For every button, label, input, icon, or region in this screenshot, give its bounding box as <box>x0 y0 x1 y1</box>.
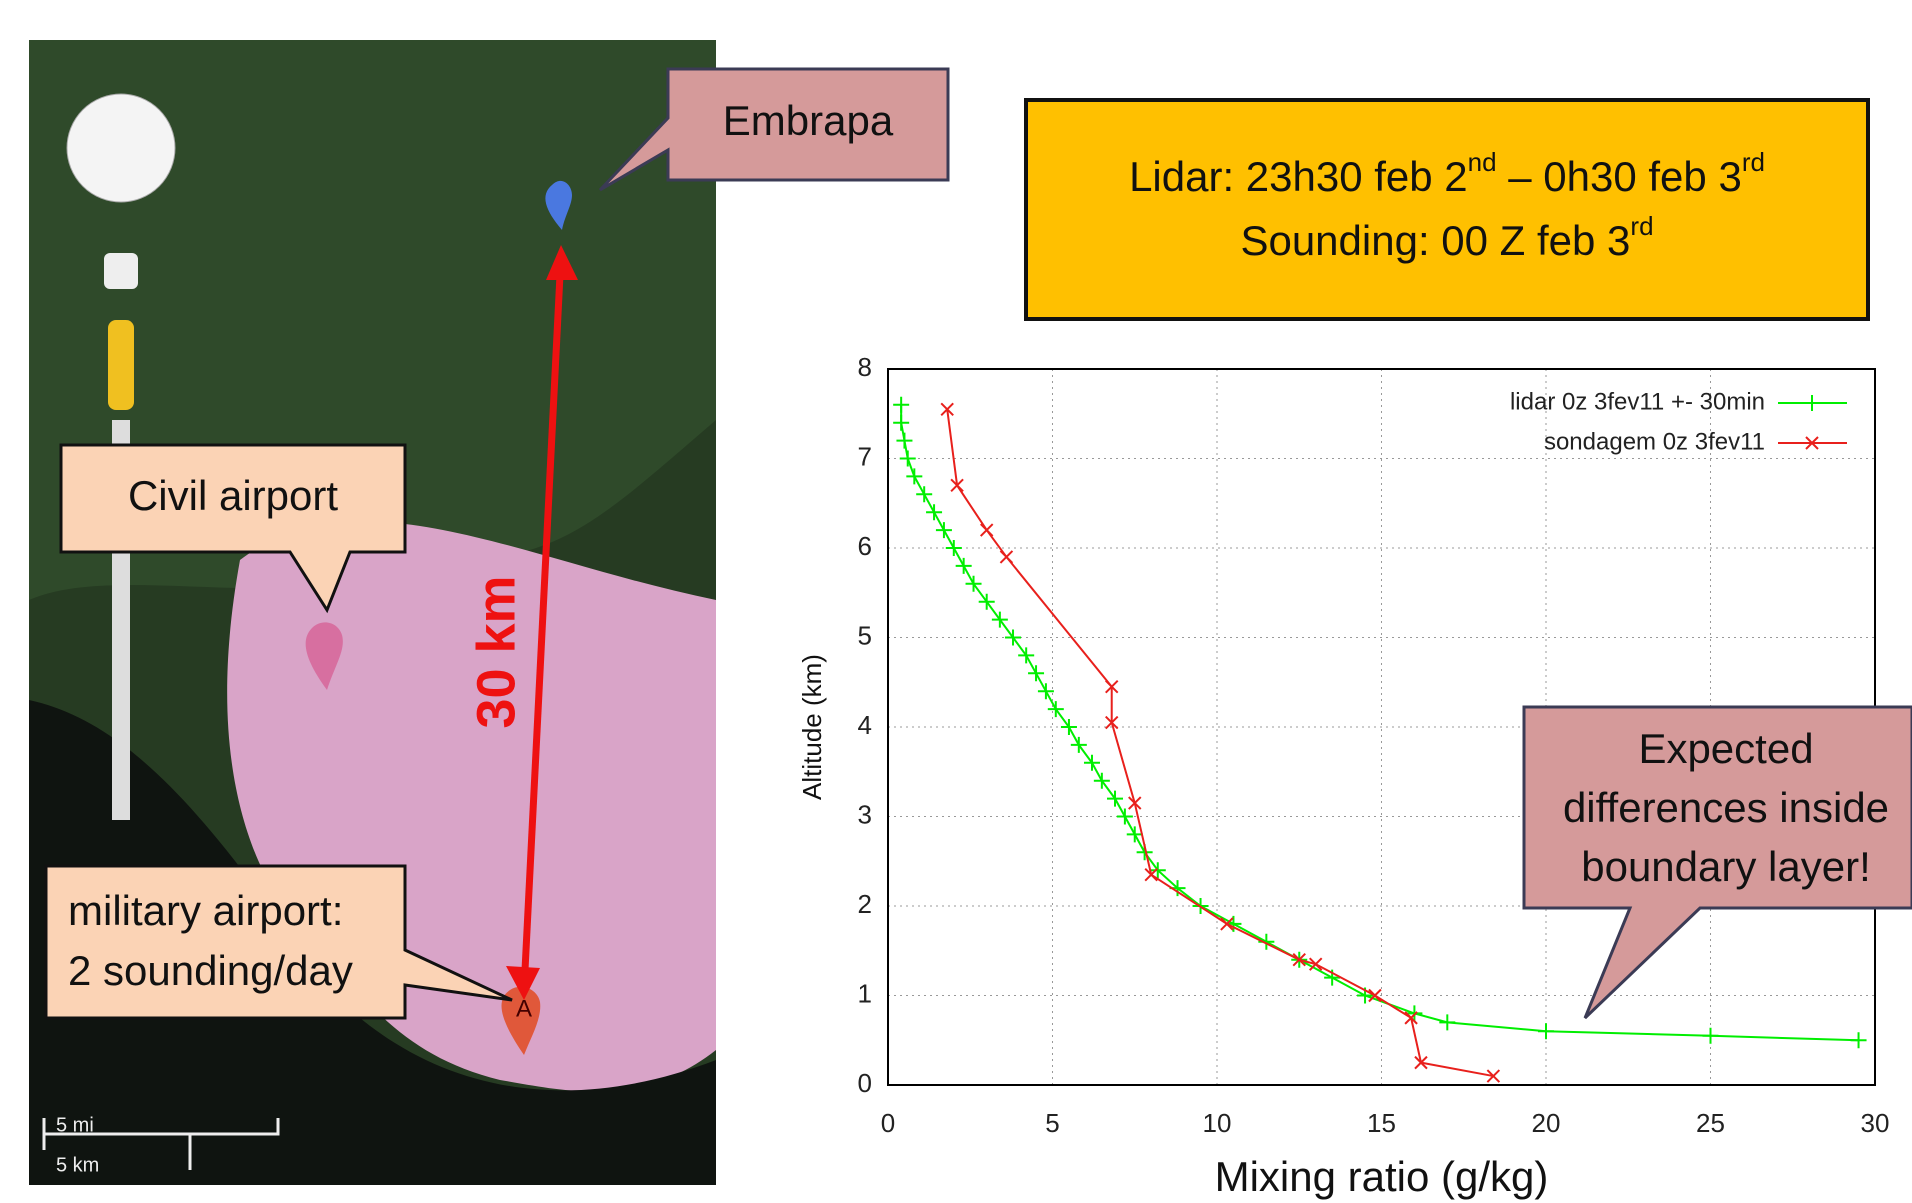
info-text: – 0h30 feb 3 <box>1497 153 1742 200</box>
distance-label: 30 km <box>466 575 526 728</box>
civil-label: Civil airport <box>128 472 338 519</box>
x-tick-label: 15 <box>1367 1108 1396 1138</box>
x-tick-label: 10 <box>1203 1108 1232 1138</box>
expected-label: differences inside <box>1563 784 1889 831</box>
superscript: nd <box>1468 147 1497 177</box>
y-tick-label: 8 <box>858 352 872 382</box>
x-tick-label: 30 <box>1861 1108 1890 1138</box>
legend-label: sondagem 0z 3fev11 <box>1544 428 1765 455</box>
x-axis-label: Mixing ratio (g/kg) <box>1215 1153 1549 1200</box>
x-tick-label: 25 <box>1696 1108 1725 1138</box>
info-line: Lidar: 23h30 feb 2nd – 0h30 feb 3rd <box>1129 147 1765 200</box>
scale-mi: 5 mi <box>56 1114 94 1136</box>
expected-label: Expected <box>1638 725 1813 772</box>
y-tick-label: 5 <box>858 620 872 650</box>
slide: A 30 km 5 mi 5 km Embrapa Civil airport … <box>0 0 1912 1203</box>
y-tick-label: 3 <box>858 799 872 829</box>
info-line: Sounding: 00 Z feb 3rd <box>1240 211 1653 264</box>
y-tick-label: 2 <box>858 889 872 919</box>
info-box <box>1026 100 1868 319</box>
y-tick-label: 6 <box>858 531 872 561</box>
info-text: Sounding: 00 Z feb 3 <box>1240 217 1630 264</box>
superscript: rd <box>1742 147 1765 177</box>
zoom-button[interactable] <box>104 253 138 289</box>
scale-km: 5 km <box>56 1154 99 1176</box>
x-tick-label: 5 <box>1045 1108 1059 1138</box>
embrapa-label: Embrapa <box>723 97 894 144</box>
military-label: 2 sounding/day <box>68 947 353 994</box>
y-tick-label: 0 <box>858 1068 872 1098</box>
pan-control[interactable] <box>67 94 175 202</box>
x-tick-label: 0 <box>881 1108 895 1138</box>
pegman[interactable] <box>108 320 134 410</box>
superscript: rd <box>1630 211 1653 241</box>
y-axis-label: Altitude (km) <box>797 654 827 800</box>
y-tick-label: 1 <box>858 978 872 1008</box>
x-tick-label: 20 <box>1532 1108 1561 1138</box>
expected-label: boundary layer! <box>1581 843 1871 890</box>
y-tick-label: 7 <box>858 441 872 471</box>
military-label: military airport: <box>68 887 343 934</box>
info-text: Lidar: 23h30 feb 2 <box>1129 153 1468 200</box>
legend-label: lidar 0z 3fev11 +- 30min <box>1510 388 1765 415</box>
page: A 30 km 5 mi 5 km Embrapa Civil airport … <box>0 0 1912 1203</box>
y-tick-label: 4 <box>858 710 872 740</box>
